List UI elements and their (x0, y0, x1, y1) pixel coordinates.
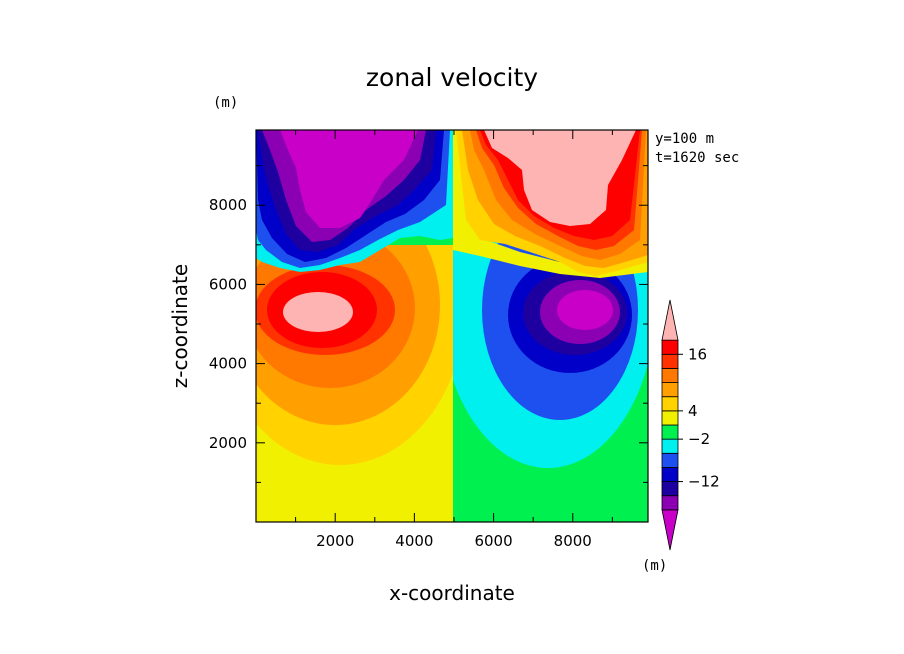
colorbar-segment (661, 438, 679, 454)
y-tick-label: 6000 (209, 275, 247, 293)
contour-field (256, 130, 648, 522)
colorbar-segment (661, 481, 679, 497)
colorbar-label: −2 (688, 430, 710, 448)
right-half (453, 130, 648, 522)
y-tick-label: 4000 (209, 355, 247, 373)
colorbar-label: 4 (688, 402, 698, 420)
annotation-y: y=100 m (655, 131, 714, 147)
region-magenta-left (280, 130, 418, 228)
region-pink-right (484, 130, 636, 226)
y-tick-label: 2000 (209, 434, 247, 452)
annotation-t: t=1620 sec (655, 150, 739, 166)
colorbar-segment (661, 299, 679, 341)
colorbar-segment (661, 424, 679, 440)
x-tick-label: 6000 (474, 532, 512, 550)
colorbar-segment (661, 339, 679, 355)
y-unit-label: (m) (213, 95, 238, 111)
colorbar-segment (661, 495, 679, 511)
y-axis-title: z-coordinate (168, 264, 192, 388)
colorbar-label: −12 (688, 473, 720, 491)
colorbar-unit-label: (m) (642, 558, 667, 574)
colorbar-label: 16 (688, 345, 707, 363)
colorbar-segment (661, 368, 679, 383)
colorbar-segment (661, 452, 679, 468)
colorbar-segment (661, 467, 679, 482)
chart-title: zonal velocity (366, 63, 538, 92)
colorbar: 16 4 −2 −12 (661, 299, 720, 551)
x-tick-label: 4000 (395, 532, 433, 550)
colorbar-segment (661, 410, 679, 426)
y-tick-label: 8000 (209, 196, 247, 214)
x-axis-title: x-coordinate (389, 581, 515, 605)
plot-frame (255, 129, 649, 523)
colorbar-segment (661, 509, 679, 551)
colorbar-segment (661, 396, 679, 412)
x-tick-label: 8000 (554, 532, 592, 550)
region-magenta-right (557, 290, 613, 330)
axis-ticks: 2000 4000 6000 8000 2000 4000 6000 8000 (209, 130, 648, 550)
colorbar-segment (661, 382, 679, 398)
region-pink-left (283, 292, 353, 332)
left-half (256, 130, 453, 522)
x-tick-label: 2000 (316, 532, 354, 550)
colorbar-segment (661, 353, 679, 369)
